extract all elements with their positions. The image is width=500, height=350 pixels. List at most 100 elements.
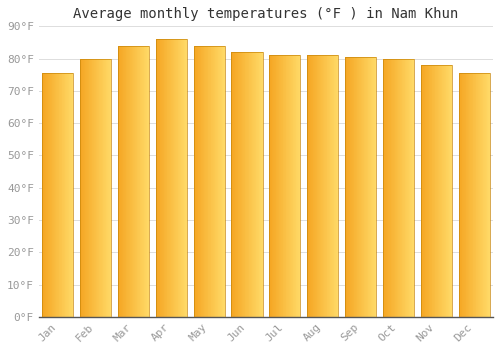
Bar bbox=[403, 58, 404, 317]
Bar bbox=[61, 73, 62, 317]
Bar bbox=[54, 73, 56, 317]
Bar bbox=[199, 46, 200, 317]
Bar bbox=[71, 73, 72, 317]
Bar bbox=[485, 73, 486, 317]
Bar bbox=[118, 46, 149, 317]
Bar bbox=[481, 73, 482, 317]
Bar bbox=[53, 73, 54, 317]
Bar bbox=[422, 65, 423, 317]
Bar bbox=[316, 55, 318, 317]
Bar bbox=[94, 58, 95, 317]
Bar bbox=[246, 52, 247, 317]
Bar bbox=[288, 55, 290, 317]
Bar bbox=[179, 39, 180, 317]
Bar bbox=[172, 39, 173, 317]
Bar bbox=[440, 65, 441, 317]
Bar bbox=[390, 58, 392, 317]
Bar bbox=[253, 52, 254, 317]
Bar bbox=[95, 58, 96, 317]
Bar bbox=[388, 58, 389, 317]
Bar bbox=[479, 73, 480, 317]
Bar bbox=[144, 46, 145, 317]
Bar bbox=[42, 73, 74, 317]
Bar bbox=[156, 39, 187, 317]
Bar bbox=[386, 58, 387, 317]
Bar bbox=[315, 55, 316, 317]
Bar bbox=[373, 57, 374, 317]
Bar bbox=[319, 55, 320, 317]
Bar bbox=[233, 52, 234, 317]
Bar bbox=[208, 46, 209, 317]
Bar bbox=[318, 55, 319, 317]
Bar bbox=[44, 73, 46, 317]
Bar bbox=[234, 52, 236, 317]
Bar bbox=[474, 73, 475, 317]
Bar bbox=[484, 73, 485, 317]
Bar bbox=[240, 52, 241, 317]
Bar bbox=[330, 55, 331, 317]
Bar bbox=[169, 39, 170, 317]
Bar bbox=[68, 73, 70, 317]
Bar bbox=[87, 58, 88, 317]
Bar bbox=[387, 58, 388, 317]
Bar bbox=[107, 58, 108, 317]
Bar bbox=[394, 58, 396, 317]
Bar bbox=[364, 57, 365, 317]
Bar bbox=[397, 58, 398, 317]
Bar bbox=[148, 46, 149, 317]
Bar bbox=[276, 55, 277, 317]
Bar bbox=[251, 52, 252, 317]
Bar bbox=[445, 65, 446, 317]
Bar bbox=[383, 58, 384, 317]
Bar bbox=[60, 73, 61, 317]
Bar bbox=[299, 55, 300, 317]
Bar bbox=[461, 73, 462, 317]
Bar bbox=[363, 57, 364, 317]
Bar bbox=[399, 58, 400, 317]
Bar bbox=[402, 58, 403, 317]
Bar bbox=[411, 58, 412, 317]
Bar bbox=[396, 58, 397, 317]
Bar bbox=[186, 39, 187, 317]
Bar bbox=[307, 55, 308, 317]
Bar bbox=[287, 55, 288, 317]
Bar bbox=[257, 52, 258, 317]
Bar bbox=[366, 57, 367, 317]
Bar bbox=[90, 58, 91, 317]
Bar bbox=[250, 52, 251, 317]
Bar bbox=[446, 65, 447, 317]
Bar bbox=[248, 52, 250, 317]
Bar bbox=[437, 65, 438, 317]
Bar bbox=[97, 58, 98, 317]
Bar bbox=[178, 39, 179, 317]
Bar bbox=[213, 46, 214, 317]
Bar bbox=[42, 73, 43, 317]
Bar bbox=[242, 52, 243, 317]
Bar bbox=[400, 58, 402, 317]
Bar bbox=[331, 55, 332, 317]
Bar bbox=[195, 46, 196, 317]
Bar bbox=[295, 55, 296, 317]
Bar bbox=[326, 55, 328, 317]
Bar bbox=[404, 58, 406, 317]
Bar bbox=[406, 58, 407, 317]
Bar bbox=[134, 46, 135, 317]
Bar bbox=[284, 55, 285, 317]
Bar bbox=[450, 65, 451, 317]
Bar bbox=[458, 73, 490, 317]
Bar bbox=[488, 73, 489, 317]
Bar bbox=[335, 55, 336, 317]
Bar bbox=[448, 65, 450, 317]
Bar bbox=[322, 55, 324, 317]
Bar bbox=[389, 58, 390, 317]
Bar bbox=[349, 57, 350, 317]
Bar bbox=[110, 58, 111, 317]
Bar bbox=[62, 73, 63, 317]
Bar bbox=[280, 55, 281, 317]
Bar bbox=[198, 46, 199, 317]
Bar bbox=[92, 58, 94, 317]
Bar bbox=[272, 55, 273, 317]
Bar bbox=[129, 46, 130, 317]
Bar bbox=[140, 46, 141, 317]
Bar bbox=[441, 65, 442, 317]
